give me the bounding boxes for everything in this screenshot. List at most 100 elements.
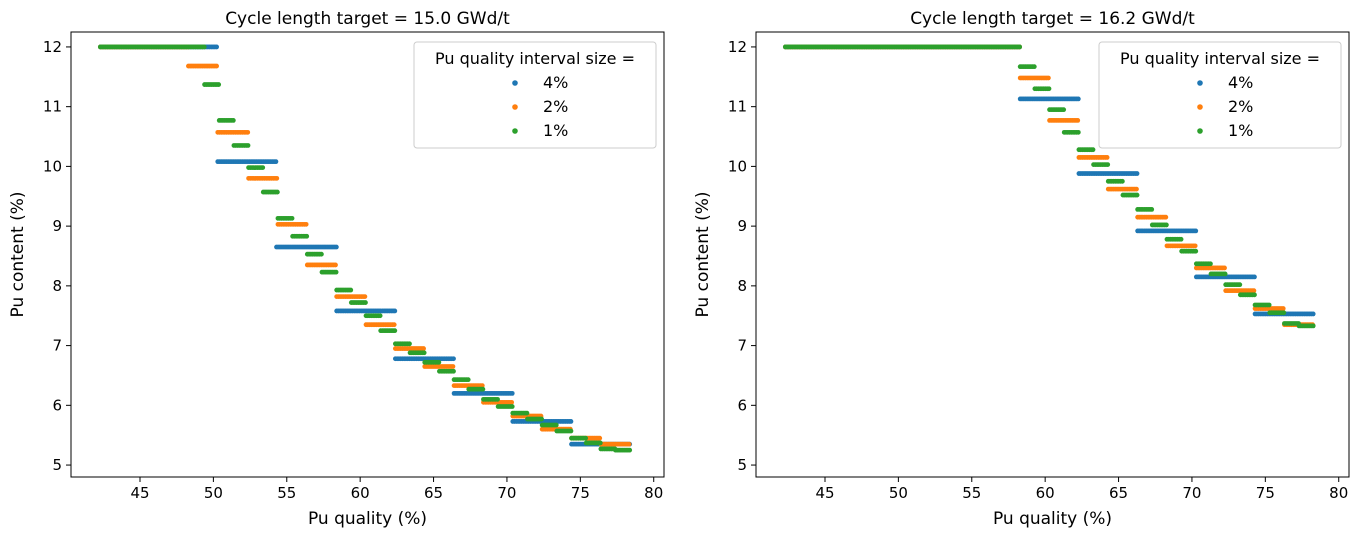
data-segment: [304, 251, 324, 257]
data-point: [260, 165, 266, 170]
y-tick-label: 8: [52, 277, 62, 295]
data-segment: [378, 328, 398, 334]
data-segment: [1105, 178, 1125, 184]
legend-marker: [512, 128, 518, 134]
data-point: [1281, 310, 1287, 316]
data-point: [1252, 274, 1257, 280]
data-point: [451, 368, 456, 374]
data-point: [363, 300, 368, 305]
data-point: [1105, 162, 1111, 168]
data-point: [450, 364, 456, 369]
data-point: [392, 328, 398, 334]
x-tick-label: 55: [962, 484, 981, 502]
legend-title: Pu quality interval size =: [1120, 49, 1320, 68]
data-point: [1134, 192, 1140, 198]
series-1pct: [97, 44, 633, 453]
data-point: [1310, 311, 1316, 317]
data-point: [303, 221, 309, 227]
legend: Pu quality interval size = 4% 2% 1%: [1098, 41, 1342, 149]
legend-label: 4%: [543, 73, 568, 92]
data-point: [509, 390, 515, 396]
data-point: [1266, 302, 1272, 308]
data-point: [1193, 228, 1199, 234]
legend-label: 2%: [543, 97, 568, 116]
data-point: [1017, 44, 1023, 50]
data-point: [1119, 178, 1125, 184]
y-tick-label: 9: [52, 217, 62, 235]
data-segment: [363, 313, 383, 319]
data-point: [480, 386, 486, 392]
legend-label: 2%: [1228, 97, 1253, 116]
data-segment: [598, 446, 618, 452]
data-point: [1208, 261, 1213, 267]
x-tick-label: 75: [1256, 484, 1275, 502]
data-segment: [554, 428, 574, 434]
data-point: [495, 396, 500, 402]
data-point: [436, 359, 442, 365]
data-segment: [1149, 222, 1169, 228]
data-point: [1192, 243, 1198, 249]
y-tick-label: 12: [43, 38, 62, 56]
data-point: [568, 419, 574, 424]
data-segment: [186, 63, 220, 69]
data-segment: [348, 300, 368, 305]
data-point: [626, 441, 632, 447]
y-tick-label: 7: [737, 337, 747, 355]
y-tick-label: 10: [43, 157, 62, 175]
data-segment: [1076, 147, 1096, 153]
data-segment: [215, 129, 251, 135]
data-point: [216, 82, 222, 87]
y-tick-label: 6: [737, 396, 747, 414]
data-segment: [334, 294, 368, 300]
legend-box: [1098, 41, 1342, 149]
legend-marker: [512, 104, 518, 110]
data-segment: [1237, 292, 1257, 298]
data-segment: [1223, 282, 1243, 288]
data-segment: [782, 44, 1023, 50]
x-tick-label: 75: [571, 484, 590, 502]
data-segment: [363, 322, 397, 328]
data-point: [1075, 129, 1081, 135]
legend-marker: [1197, 80, 1203, 86]
data-segment: [451, 390, 515, 396]
x-tick-label: 60: [1036, 484, 1055, 502]
data-segment: [392, 346, 426, 351]
data-point: [348, 287, 354, 293]
chart-title: Cycle length target = 16.2 GWd/t: [910, 9, 1195, 29]
data-segment: [215, 159, 279, 165]
chart-title: Cycle length target = 15.0 GWd/t: [225, 9, 510, 29]
data-point: [1222, 265, 1227, 271]
data-segment: [569, 435, 589, 441]
legend-marker: [1197, 104, 1203, 110]
data-segment: [1017, 75, 1051, 81]
legend-marker: [512, 80, 518, 86]
data-point: [1046, 86, 1052, 92]
data-segment: [1135, 214, 1169, 220]
y-tick-label: 8: [737, 277, 747, 295]
legend-box: [413, 41, 657, 149]
data-segment: [1047, 118, 1081, 123]
data-segment: [466, 386, 486, 392]
data-point: [407, 341, 412, 347]
data-point: [509, 399, 515, 405]
data-point: [333, 269, 339, 275]
data-segment: [1105, 186, 1139, 192]
y-tick-label: 6: [52, 396, 62, 414]
data-segment: [97, 44, 207, 50]
data-segment: [216, 118, 236, 123]
y-tick-label: 7: [52, 337, 62, 355]
data-segment: [319, 269, 339, 275]
data-point: [319, 251, 324, 257]
data-point: [273, 159, 279, 165]
data-segment: [422, 359, 442, 365]
y-axis-label: Pu content (%): [8, 191, 28, 317]
data-point: [1193, 248, 1199, 254]
data-point: [362, 294, 368, 300]
x-axis-label: Pu quality (%): [308, 509, 427, 529]
data-segment: [334, 287, 354, 293]
data-segment: [1252, 302, 1272, 308]
data-point: [214, 63, 220, 69]
data-point: [333, 262, 338, 268]
data-point: [1061, 107, 1067, 113]
